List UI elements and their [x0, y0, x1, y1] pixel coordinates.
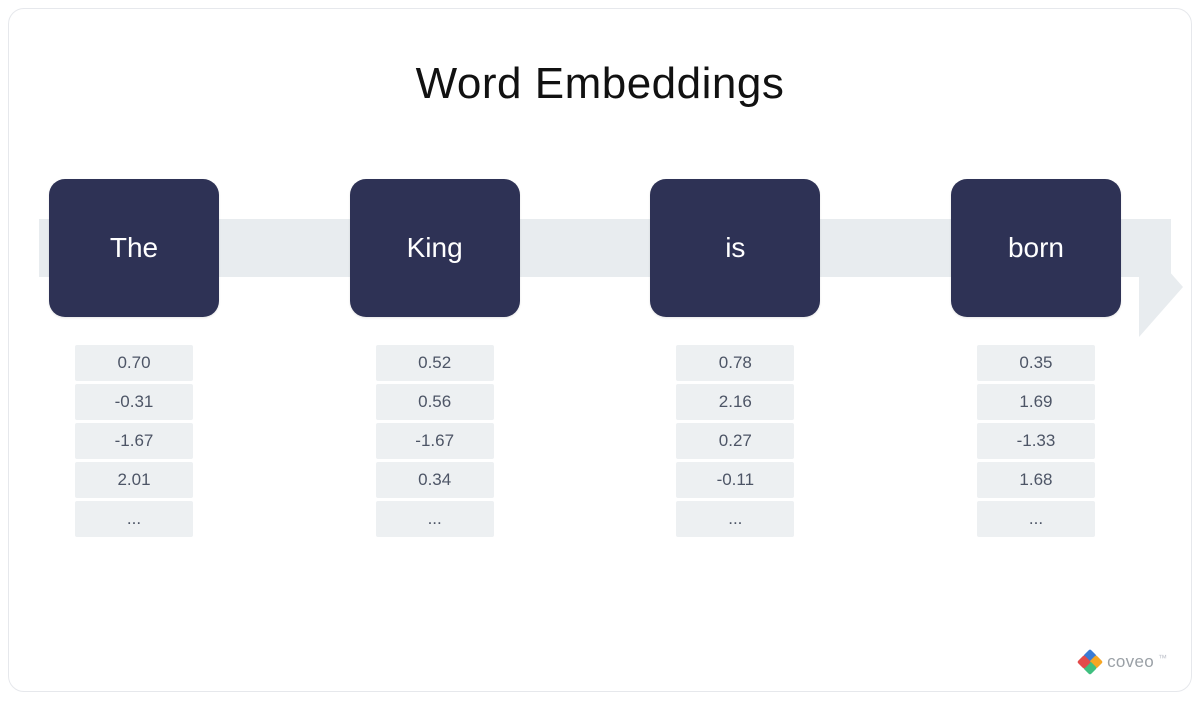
- word-column: King 0.52 0.56 -1.67 0.34 ...: [350, 179, 520, 537]
- word-label: born: [1008, 232, 1064, 264]
- vector-cell: 1.69: [977, 384, 1095, 420]
- vector-cell: -1.67: [75, 423, 193, 459]
- vector-cell: -1.67: [376, 423, 494, 459]
- vector-cell: -1.33: [977, 423, 1095, 459]
- vector-cell: 1.68: [977, 462, 1095, 498]
- embedding-vector: 0.52 0.56 -1.67 0.34 ...: [376, 345, 494, 537]
- word-box: born: [951, 179, 1121, 317]
- word-column: The 0.70 -0.31 -1.67 2.01 ...: [49, 179, 219, 537]
- word-box: The: [49, 179, 219, 317]
- brand-trademark: ™: [1158, 653, 1167, 663]
- vector-cell: 0.34: [376, 462, 494, 498]
- vector-cell: 0.78: [676, 345, 794, 381]
- vector-cell: 0.56: [376, 384, 494, 420]
- vector-cell: 2.01: [75, 462, 193, 498]
- vector-cell: ...: [676, 501, 794, 537]
- word-label: The: [110, 232, 158, 264]
- embedding-vector: 0.70 -0.31 -1.67 2.01 ...: [75, 345, 193, 537]
- vector-cell: -0.31: [75, 384, 193, 420]
- word-column: born 0.35 1.69 -1.33 1.68 ...: [951, 179, 1121, 537]
- embedding-diagram: The 0.70 -0.31 -1.67 2.01 ... King 0.52 …: [9, 179, 1191, 659]
- vector-cell: 0.27: [676, 423, 794, 459]
- word-label: King: [407, 232, 463, 264]
- brand-logo-icon: [1079, 651, 1101, 673]
- embedding-vector: 0.78 2.16 0.27 -0.11 ...: [676, 345, 794, 537]
- vector-cell: ...: [376, 501, 494, 537]
- embedding-vector: 0.35 1.69 -1.33 1.68 ...: [977, 345, 1095, 537]
- word-box: King: [350, 179, 520, 317]
- brand-logo-text: coveo: [1107, 652, 1154, 672]
- diagram-card: Word Embeddings The 0.70 -0.31 -1.67 2.0…: [8, 8, 1192, 692]
- brand-logo: coveo ™: [1079, 651, 1167, 673]
- word-columns: The 0.70 -0.31 -1.67 2.01 ... King 0.52 …: [49, 179, 1121, 537]
- vector-cell: -0.11: [676, 462, 794, 498]
- vector-cell: 0.52: [376, 345, 494, 381]
- vector-cell: 0.70: [75, 345, 193, 381]
- sequence-arrow-head-icon: [1139, 237, 1183, 337]
- vector-cell: ...: [75, 501, 193, 537]
- word-column: is 0.78 2.16 0.27 -0.11 ...: [650, 179, 820, 537]
- word-label: is: [725, 232, 745, 264]
- vector-cell: 2.16: [676, 384, 794, 420]
- vector-cell: ...: [977, 501, 1095, 537]
- vector-cell: 0.35: [977, 345, 1095, 381]
- diagram-title: Word Embeddings: [9, 59, 1191, 109]
- word-box: is: [650, 179, 820, 317]
